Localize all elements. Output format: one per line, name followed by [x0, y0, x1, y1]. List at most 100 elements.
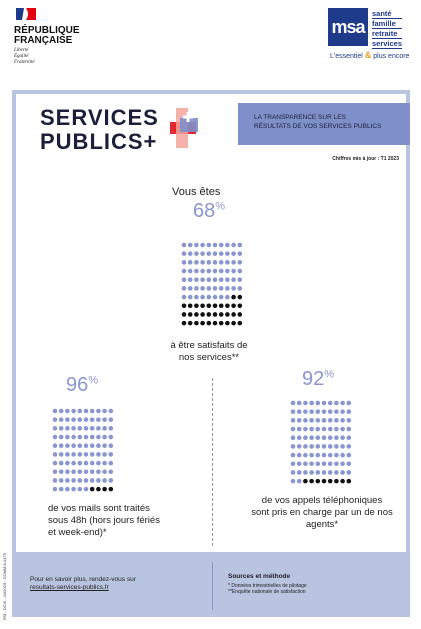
dot: [327, 478, 333, 484]
intro: Vous êtes: [172, 186, 221, 198]
dot: [89, 408, 95, 414]
updated: Chiffres mis à jour : T1 2023: [332, 156, 399, 162]
percent-unit: %: [324, 368, 335, 381]
percent-unit: %: [88, 374, 99, 387]
dot: [340, 461, 345, 467]
dot: [212, 286, 218, 291]
dot: [96, 469, 101, 475]
dot: [102, 486, 107, 492]
dot: [206, 303, 212, 309]
dot: [290, 461, 296, 467]
dot: [237, 242, 243, 248]
dot: [321, 470, 327, 475]
dot: [108, 434, 114, 440]
dot: [334, 478, 339, 484]
dot: [89, 426, 95, 431]
stat-line: sous 48h (hors jours fériés: [48, 515, 160, 526]
stat-line: et week-end)*: [48, 527, 107, 538]
dot: [303, 426, 308, 432]
dot: [96, 443, 101, 449]
dot: [290, 470, 296, 475]
dot: [65, 443, 70, 449]
dot: [102, 408, 107, 414]
dot: [315, 478, 321, 484]
dot: [237, 251, 243, 256]
dot: [309, 426, 314, 432]
dot: [194, 268, 199, 274]
marianne: [16, 8, 36, 20]
dot: [237, 260, 243, 265]
dot: [309, 444, 314, 449]
dot: [237, 277, 243, 283]
dot: [77, 460, 83, 466]
divider: [212, 378, 213, 546]
dot: [212, 268, 218, 274]
dot: [327, 444, 333, 449]
dot: [77, 426, 83, 431]
dot: [346, 409, 352, 414]
dot: [315, 452, 321, 458]
dot: [346, 418, 352, 423]
dot: [225, 320, 230, 326]
dot: [102, 426, 107, 431]
dot: [346, 426, 352, 432]
dot: [296, 461, 302, 467]
dot: [194, 294, 199, 300]
dot: [200, 242, 205, 248]
dot: [83, 452, 89, 457]
dot: [340, 478, 345, 484]
dot: [96, 460, 101, 466]
dot: [65, 478, 70, 483]
dot: [303, 478, 308, 484]
dot: [334, 435, 339, 441]
dot: [96, 417, 101, 422]
dot: [327, 435, 333, 441]
dot: [309, 452, 314, 458]
dot: [200, 268, 205, 274]
dot: [303, 409, 308, 414]
logo-words: santé famille retraite services: [372, 9, 403, 49]
tagline-text: L'essentiel: [330, 53, 363, 60]
dot: [212, 294, 218, 300]
dot: [206, 277, 212, 283]
dot: [340, 435, 345, 441]
dot: [206, 260, 212, 265]
dot: [96, 408, 101, 414]
dot: [309, 409, 314, 414]
dot: [181, 286, 187, 291]
dot: [108, 417, 114, 422]
dot-grid: [290, 400, 352, 484]
dot: [200, 303, 205, 309]
dot: [58, 478, 64, 483]
dot: [321, 444, 327, 449]
dot: [83, 478, 89, 483]
dot: [194, 242, 199, 248]
dot: [296, 478, 302, 484]
dot: [77, 417, 83, 422]
dot: [315, 435, 321, 441]
dot: [218, 251, 224, 256]
banner-title: SERVICES PUBLICS+: [40, 106, 159, 154]
link[interactable]: resultats-services-publics.fr: [30, 584, 109, 591]
source: * Données trimestrielles de pilotage: [228, 583, 307, 589]
dot: [96, 478, 101, 483]
dot: [225, 251, 230, 256]
dot: [334, 409, 339, 414]
dot: [206, 312, 212, 317]
dot: [194, 286, 199, 291]
dot: [309, 435, 314, 441]
dot: [58, 417, 64, 422]
dot: [83, 469, 89, 475]
dot: [102, 417, 107, 422]
dot: [71, 486, 76, 492]
dot: [309, 478, 314, 484]
dot: [65, 452, 70, 457]
dot: [315, 418, 321, 423]
dot: [321, 418, 327, 423]
dot: [108, 452, 114, 457]
dot: [212, 251, 218, 256]
dot: [71, 417, 76, 422]
dot: [65, 469, 70, 475]
dot: [231, 260, 236, 265]
